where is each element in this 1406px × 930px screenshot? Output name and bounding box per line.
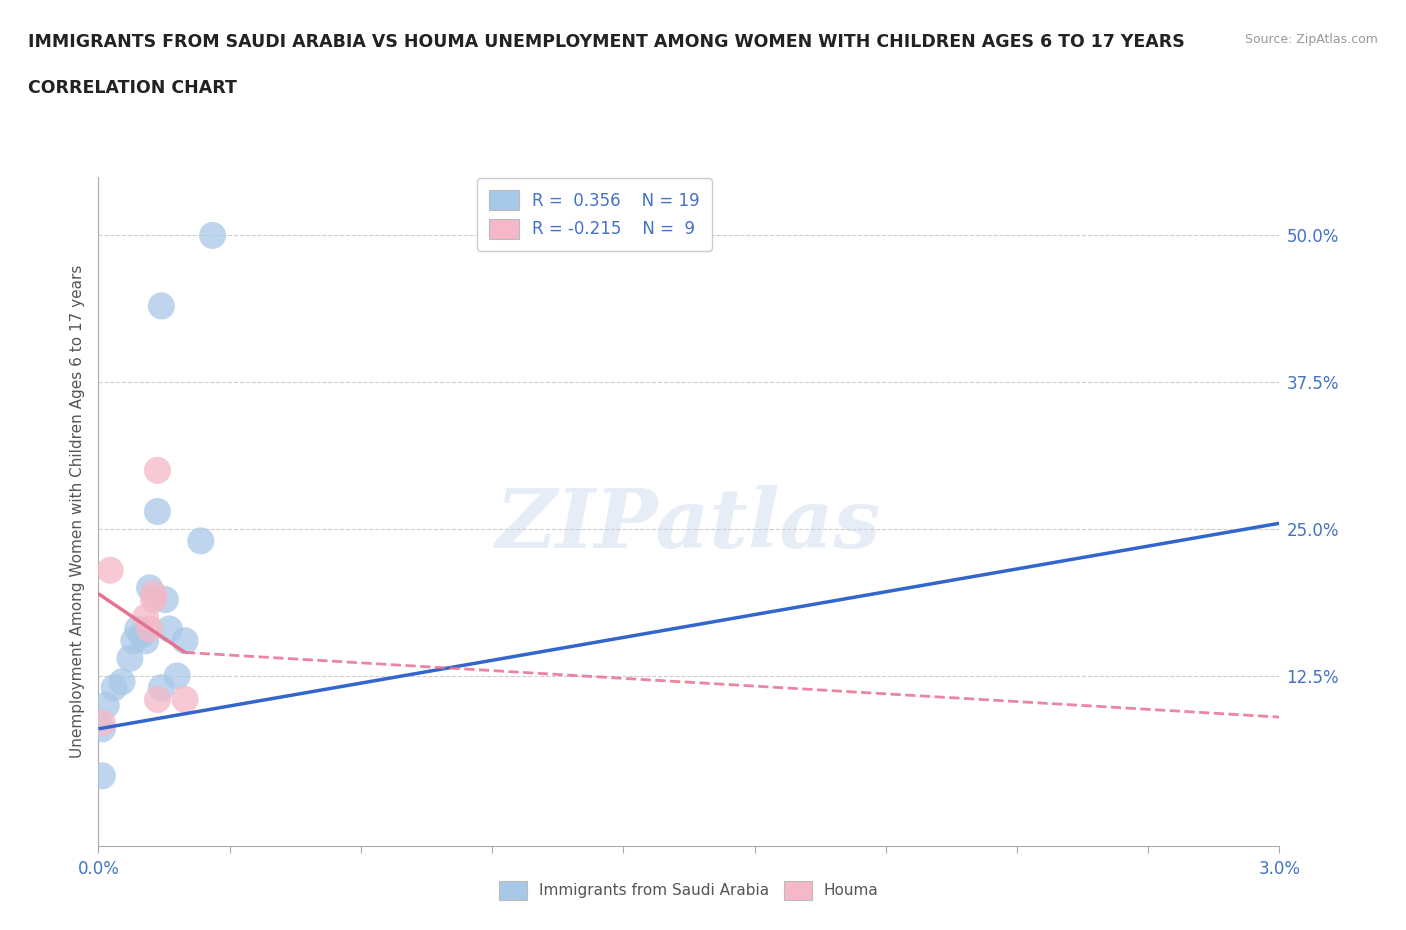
Point <box>146 504 169 519</box>
Point <box>146 463 169 478</box>
Point <box>155 592 177 607</box>
Point <box>131 628 153 643</box>
Point <box>127 621 149 636</box>
Y-axis label: Unemployment Among Women with Children Ages 6 to 17 years: Unemployment Among Women with Children A… <box>69 265 84 758</box>
Point <box>150 299 173 313</box>
Point <box>174 633 197 648</box>
Point <box>201 228 224 243</box>
Text: ZIPatlas: ZIPatlas <box>496 485 882 565</box>
Point <box>111 674 134 689</box>
Point <box>142 586 165 601</box>
Point <box>142 592 165 607</box>
Text: IMMIGRANTS FROM SAUDI ARABIA VS HOUMA UNEMPLOYMENT AMONG WOMEN WITH CHILDREN AGE: IMMIGRANTS FROM SAUDI ARABIA VS HOUMA UN… <box>28 33 1185 50</box>
Text: CORRELATION CHART: CORRELATION CHART <box>28 79 238 97</box>
Legend: Immigrants from Saudi Arabia, Houma: Immigrants from Saudi Arabia, Houma <box>494 875 884 906</box>
Point <box>157 621 180 636</box>
Point <box>103 680 125 695</box>
Point <box>91 768 114 783</box>
Point <box>174 692 197 707</box>
Point <box>122 633 145 648</box>
Point <box>98 563 121 578</box>
Point <box>146 692 169 707</box>
Point <box>150 680 173 695</box>
Point <box>118 651 141 666</box>
Point <box>166 669 188 684</box>
Text: Source: ZipAtlas.com: Source: ZipAtlas.com <box>1244 33 1378 46</box>
Point <box>96 698 118 712</box>
Point <box>135 610 157 625</box>
Point <box>91 722 114 737</box>
Point <box>138 580 160 595</box>
Point <box>190 534 212 549</box>
Point <box>135 633 157 648</box>
Point <box>91 715 114 730</box>
Point <box>138 621 160 636</box>
